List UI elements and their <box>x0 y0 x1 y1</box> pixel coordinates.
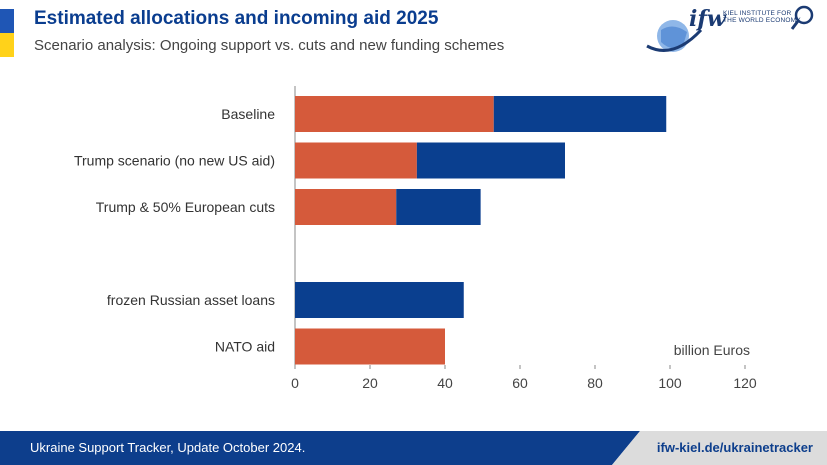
logo-wordmark: ifw <box>689 6 726 32</box>
x-tick-label: 40 <box>437 375 453 391</box>
x-tick-label: 80 <box>587 375 603 391</box>
category-label: frozen Russian asset loans <box>107 292 275 308</box>
ukraine-flag <box>0 9 14 57</box>
x-tick-label: 20 <box>362 375 378 391</box>
bar-segment <box>295 282 464 318</box>
x-tick-label: 120 <box>733 375 757 391</box>
category-label: Baseline <box>221 106 275 122</box>
x-tick-label: 0 <box>291 375 299 391</box>
x-tick-label: 60 <box>512 375 528 391</box>
bar-segment <box>493 96 667 132</box>
ifw-logo: ifw KIEL INSTITUTE FOR THE WORLD ECONOMY <box>643 2 827 58</box>
footer-source: Ukraine Support Tracker, Update October … <box>30 440 306 455</box>
logo-institute-name: KIEL INSTITUTE FOR THE WORLD ECONOMY <box>723 10 801 24</box>
chart-subtitle: Scenario analysis: Ongoing support vs. c… <box>34 37 505 54</box>
category-label: Trump & 50% European cuts <box>96 199 275 215</box>
stacked-bar-chart: Baseline Trump scenario (no new US aid) Tr… <box>74 86 757 391</box>
chart-title: Estimated allocations and incoming aid 2… <box>34 8 439 29</box>
search-icon[interactable] <box>789 4 819 34</box>
bar-segment <box>295 328 445 365</box>
footer-url-band[interactable]: ifw-kiel.de/ukrainetracker <box>612 431 827 465</box>
footer-source-band: Ukraine Support Tracker, Update October … <box>0 431 640 465</box>
bar-segment <box>295 142 417 179</box>
category-label: Trump scenario (no new US aid) <box>74 153 275 169</box>
bar-segment <box>396 189 481 225</box>
bar-segment <box>295 189 397 225</box>
footer: Ukraine Support Tracker, Update October … <box>0 431 827 465</box>
unit-label: billion Euros <box>674 342 750 358</box>
bar-segment <box>295 96 494 132</box>
globe-icon <box>646 20 703 52</box>
footer-url[interactable]: ifw-kiel.de/ukrainetracker <box>656 440 813 455</box>
category-label: NATO aid <box>215 339 275 355</box>
bar-segment <box>416 142 565 179</box>
x-tick-label: 100 <box>658 375 682 391</box>
